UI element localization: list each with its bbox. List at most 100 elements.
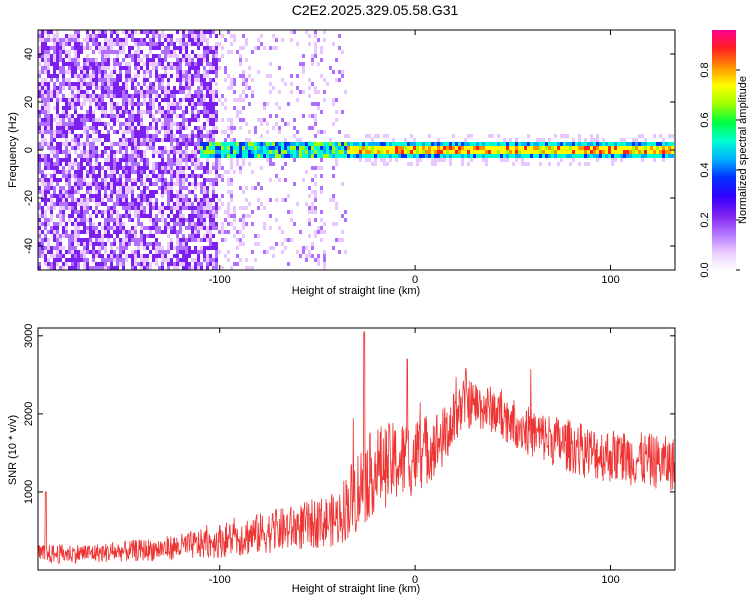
heatmap-cell <box>173 46 176 50</box>
heatmap-cell <box>71 190 74 194</box>
heatmap-cell <box>146 130 149 134</box>
heatmap-cell <box>53 130 56 134</box>
heatmap-cell <box>191 134 194 138</box>
heatmap-cell <box>200 198 203 202</box>
heatmap-cell <box>44 62 47 66</box>
heatmap-cell <box>68 106 71 110</box>
heatmap-cell <box>209 210 212 214</box>
heatmap-cell <box>68 118 71 122</box>
heatmap-cell <box>155 246 158 250</box>
heatmap-cell <box>158 254 161 258</box>
heatmap-cell <box>548 154 551 158</box>
heatmap-cell <box>95 78 98 82</box>
heatmap-cell <box>263 46 266 50</box>
heatmap-cell <box>65 230 68 234</box>
heatmap-cell <box>206 102 209 106</box>
heatmap-cell <box>44 122 47 126</box>
heatmap-cell <box>95 182 98 186</box>
heatmap-cell <box>86 54 89 58</box>
heatmap-cell <box>65 126 68 130</box>
heatmap-cell <box>173 174 176 178</box>
heatmap-cell <box>92 250 95 254</box>
heatmap-cell <box>182 218 185 222</box>
heatmap-cell <box>251 146 254 150</box>
heatmap-cell <box>110 254 113 258</box>
heatmap-cell <box>158 154 161 158</box>
heatmap-cell <box>320 110 323 114</box>
heatmap-cell <box>68 166 71 170</box>
heatmap-cell <box>164 250 167 254</box>
heatmap-cell <box>80 238 83 242</box>
heatmap-cell <box>614 146 617 150</box>
heatmap-cell <box>131 266 134 270</box>
heatmap-cell <box>131 198 134 202</box>
heatmap-cell <box>662 154 665 158</box>
heatmap-cell <box>155 66 158 70</box>
heatmap-cell <box>332 42 335 46</box>
heatmap-cell <box>158 242 161 246</box>
heatmap-cell <box>200 34 203 38</box>
heatmap-cell <box>191 30 194 34</box>
heatmap-cell <box>77 226 80 230</box>
heatmap-cell <box>485 142 488 146</box>
heatmap-cell <box>299 150 302 154</box>
heatmap-cell <box>146 66 149 70</box>
heatmap-cell <box>86 58 89 62</box>
heatmap-cell <box>566 154 569 158</box>
heatmap-cell <box>41 238 44 242</box>
heatmap-cell <box>170 230 173 234</box>
heatmap-cell <box>212 138 215 142</box>
heatmap-cell <box>215 58 218 62</box>
heatmap-cell <box>38 46 41 50</box>
heatmap-cell <box>137 102 140 106</box>
heatmap-cell <box>140 66 143 70</box>
heatmap-cell <box>347 134 350 138</box>
heatmap-cell <box>140 154 143 158</box>
heatmap-cell <box>131 98 134 102</box>
heatmap-cell <box>218 230 221 234</box>
heatmap-cell <box>71 126 74 130</box>
heatmap-cell <box>65 234 68 238</box>
heatmap-cell <box>182 246 185 250</box>
heatmap-cell <box>203 122 206 126</box>
heatmap-cell <box>77 78 80 82</box>
heatmap-cell <box>434 158 437 162</box>
heatmap-cell <box>86 94 89 98</box>
heatmap-cell <box>209 102 212 106</box>
heatmap-cell <box>86 38 89 42</box>
heatmap-cell <box>173 222 176 226</box>
heatmap-cell <box>53 50 56 54</box>
heatmap-cell <box>188 86 191 90</box>
heatmap-cell <box>77 234 80 238</box>
heatmap-cell <box>134 198 137 202</box>
heatmap-cell <box>488 142 491 146</box>
heatmap-cell <box>38 154 41 158</box>
heatmap-cell <box>233 82 236 86</box>
heatmap-cell <box>74 82 77 86</box>
heatmap-cell <box>167 202 170 206</box>
heatmap-cell <box>131 38 134 42</box>
heatmap-cell <box>602 146 605 150</box>
heatmap-cell <box>287 150 290 154</box>
heatmap-cell <box>56 126 59 130</box>
heatmap-cell <box>266 250 269 254</box>
heatmap-cell <box>107 174 110 178</box>
heatmap-cell <box>77 54 80 58</box>
heatmap-cell <box>188 102 191 106</box>
heatmap-cell <box>119 42 122 46</box>
heatmap-cell <box>281 230 284 234</box>
heatmap-cell <box>287 146 290 150</box>
heatmap-cell <box>98 238 101 242</box>
heatmap-cell <box>524 150 527 154</box>
heatmap-cell <box>323 98 326 102</box>
heatmap-cell <box>164 66 167 70</box>
heatmap-cell <box>308 94 311 98</box>
heatmap-cell <box>170 38 173 42</box>
heatmap-cell <box>515 154 518 158</box>
heatmap-cell <box>155 262 158 266</box>
heatmap-cell <box>143 42 146 46</box>
heatmap-cell <box>242 118 245 122</box>
heatmap-cell <box>149 146 152 150</box>
heatmap-cell <box>380 150 383 154</box>
heatmap-cell <box>65 158 68 162</box>
